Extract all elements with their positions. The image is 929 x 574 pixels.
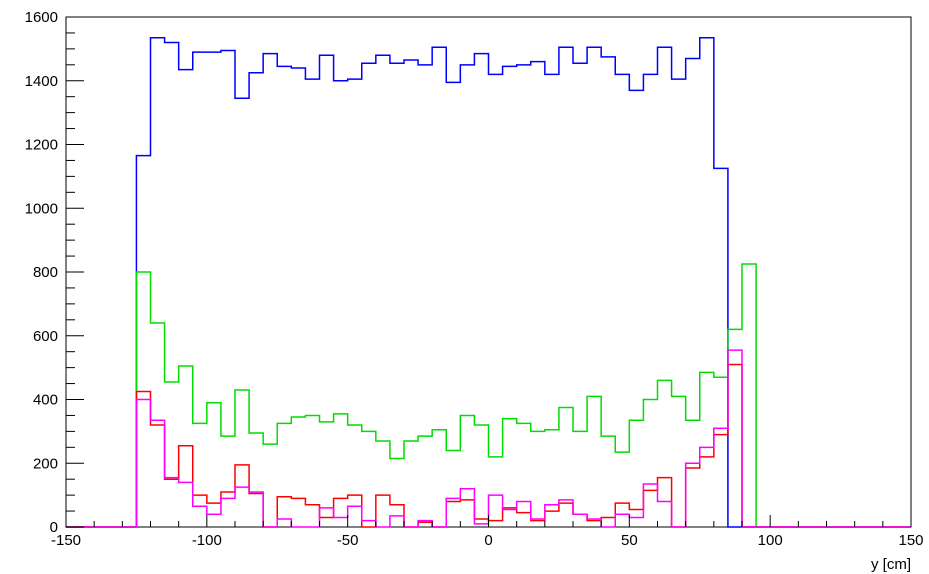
x-axis-title: y [cm]	[871, 556, 911, 573]
x-tick-label: 100	[758, 532, 783, 549]
x-tick-label: 150	[898, 532, 923, 549]
y-tick-label: 1600	[25, 9, 58, 26]
series-4-line	[66, 349, 911, 528]
y-tick-label: 1400	[25, 73, 58, 90]
y-tick-label: 600	[33, 328, 58, 345]
x-tick-label: -100	[192, 532, 222, 549]
y-tick-label: 0	[50, 519, 58, 536]
y-tick-label: 200	[33, 455, 58, 472]
y-tick-label: 1000	[25, 200, 58, 217]
x-tick-label: 0	[484, 532, 492, 549]
x-tick-label: 50	[621, 532, 638, 549]
series-1-line	[66, 36, 911, 528]
y-tick-label: 1200	[25, 137, 58, 154]
y-tick-label: 800	[33, 264, 58, 281]
x-tick-label: -50	[337, 532, 359, 549]
axis-layer: -150 -100 -50 0 50 100 150 0 200 400 600 800 1000 120…	[25, 9, 924, 549]
series-2-line	[66, 263, 911, 528]
x-tick-label: -150	[51, 532, 81, 549]
y-tick-label: 400	[33, 392, 58, 409]
series-layer	[66, 36, 911, 528]
